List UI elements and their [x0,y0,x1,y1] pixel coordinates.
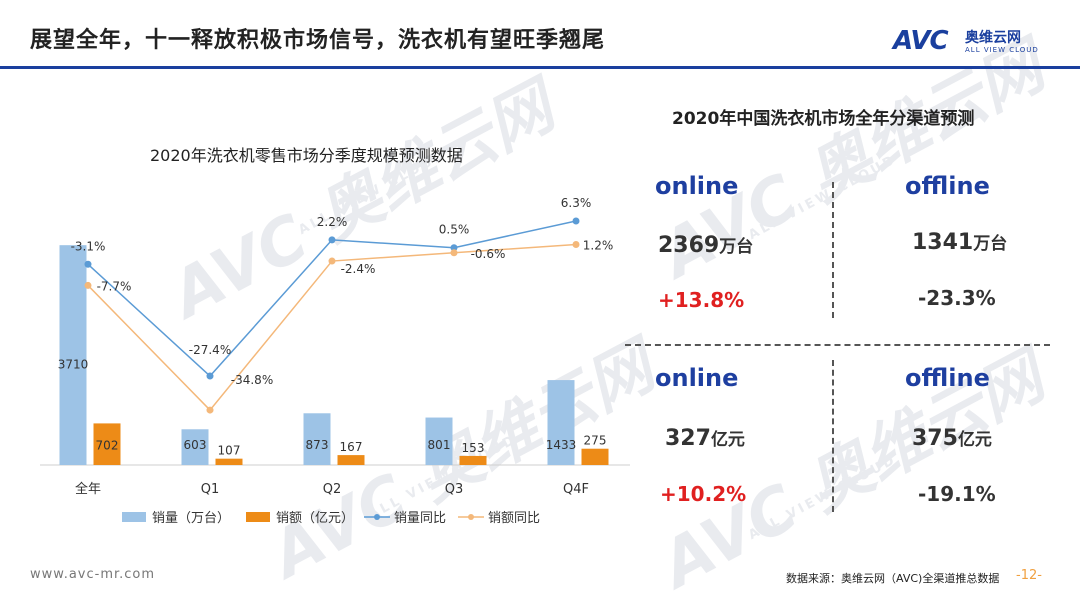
sales-yoy-label: -34.8% [231,373,273,387]
channel-forecast-title: 2020年中国洗衣机市场全年分渠道预测 [672,109,975,129]
divider-vertical-top [832,182,834,318]
legend-swatch-sales [246,512,270,522]
page-title: 展望全年，十一释放积极市场信号，洗衣机有望旺季翘尾 [30,28,606,53]
cell-change-offline-sales: -19.1% [918,482,996,506]
footer-website: www.avc-mr.com [30,567,156,582]
unit: 万台 [719,237,754,257]
sales-yoy-point [572,240,580,248]
bar-volume [425,417,453,465]
cell-value-online-sales: 327亿元 [665,425,745,451]
bar-sales-label: 275 [584,434,607,448]
legend-marker-volume-yoy [374,514,380,520]
sales-yoy-point [206,406,214,414]
volume-yoy-point [206,372,214,380]
bar-sales-label: 107 [218,444,241,458]
volume-yoy-point [84,260,92,268]
bar-sales-label: 167 [340,440,363,454]
legend-marker-sales-yoy [468,514,474,520]
volume-yoy-point [328,236,336,244]
cell-value-offline-sales: 375亿元 [912,425,992,451]
volume-yoy-label: -27.4% [189,343,231,357]
header-rule [0,66,1080,69]
category-label: Q1 [201,482,220,497]
category-label: Q4F [563,482,589,497]
volume-yoy-label: 6.3% [561,196,592,210]
cell-change-offline-volume: -23.3% [918,286,996,310]
bar-volume [547,380,575,465]
sales-yoy-label: -7.7% [97,279,132,293]
cell-value-offline-volume: 1341万台 [912,229,1007,255]
value: 375 [912,426,958,451]
legend-label-sales-yoy: 销额同比 [488,511,540,526]
bar-sales [93,423,121,465]
legend-label-volume: 销量（万台） [152,511,230,526]
volume-yoy-point [450,244,458,252]
bar-sales [581,448,609,465]
divider-horizontal [625,344,1050,346]
cell-channel-online-volume: online [655,172,739,200]
volume-yoy-label: 2.2% [317,215,348,229]
bar-sales-label: 153 [462,441,485,455]
cell-channel-offline-sales: offline [905,364,990,392]
unit: 万台 [973,234,1008,254]
cell-channel-offline-volume: offline [905,172,990,200]
footer-source: 数据来源：奥维云网（AVC)全渠道推总数据 [786,572,1000,585]
bar-sales-label: 702 [96,438,119,452]
sales-yoy-point [84,281,92,289]
bar-volume [59,245,87,465]
bar-sales [459,455,487,465]
bar-volume-label: 873 [306,438,329,452]
bar-volume-label: 3710 [58,357,89,371]
cell-change-online-sales: +10.2% [660,482,747,506]
volume-yoy-line [87,220,577,378]
sales-yoy-point [450,249,458,257]
value: 1341 [912,230,974,255]
legend-swatch-volume [122,512,146,522]
bar-volume-label: 603 [184,438,207,452]
sales-yoy-point [328,257,336,265]
quarterly-chart: 3710 702 全年 603 107 Q1 873 167 Q2 801 153 Q3 1433 275… [40,196,630,526]
unit: 亿元 [957,430,992,450]
bar-sales [337,455,365,465]
page-number: -12- [1016,568,1042,583]
volume-yoy-label: 0.5% [439,223,470,237]
logo-sub: ALL VIEW CLOUD [965,46,1039,54]
bar-volume-label: 801 [428,438,451,452]
bar-volume [181,429,209,465]
bar-volume [303,413,331,465]
volume-yoy-point [572,217,580,225]
category-label: Q2 [323,482,342,497]
chart-title: 2020年洗衣机零售市场分季度规模预测数据 [150,146,463,165]
cell-value-online-volume: 2369万台 [658,232,753,258]
value: 2369 [658,233,720,258]
avc-logo: AVC 奥维云网 ALL VIEW CLOUD [893,26,1063,58]
cell-channel-online-sales: online [655,364,739,392]
unit: 亿元 [710,430,745,450]
cell-change-online-volume: +13.8% [658,288,745,312]
sales-yoy-label: 1.2% [583,238,614,252]
legend-label-volume-yoy: 销量同比 [394,511,446,526]
bar-sales [215,458,243,465]
sales-yoy-line [87,243,577,412]
value: 327 [665,426,711,451]
logo-text: AVC [893,26,949,56]
category-label: 全年 [75,481,101,497]
volume-yoy-label: -3.1% [71,239,106,253]
bar-volume-label: 1433 [546,438,577,452]
sales-yoy-label: -2.4% [341,262,376,276]
logo-cn: 奥维云网 [965,30,1021,46]
sales-yoy-label: -0.6% [471,247,506,261]
divider-vertical-bottom [832,360,834,512]
category-label: Q3 [445,482,464,497]
legend-label-sales: 销额（亿元） [276,511,354,526]
